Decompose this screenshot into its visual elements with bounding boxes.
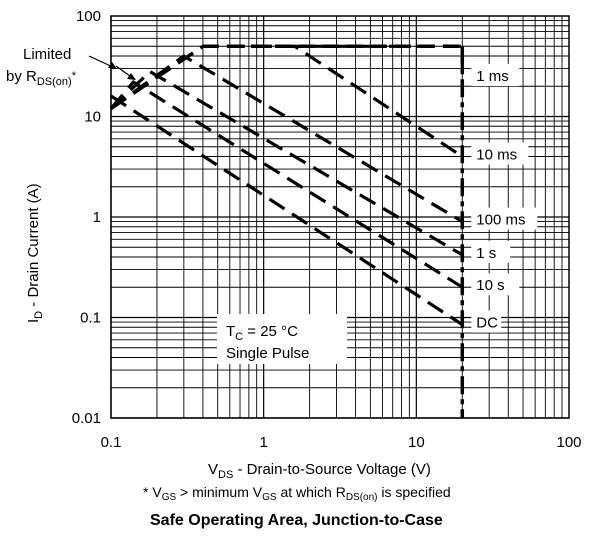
- x-tick-label: 10: [408, 434, 425, 451]
- conditions-line2: Single Pulse: [226, 345, 309, 362]
- x-tick-labels: 0.1 1 10 100: [101, 434, 582, 451]
- limited-annotation-line2: by RDS(on)*: [6, 68, 77, 88]
- series-label: DC: [476, 315, 498, 332]
- y-tick-label: 10: [84, 109, 101, 126]
- series-labels: 1 ms 10 ms 100 ms 1 s 10 s DC: [471, 64, 538, 333]
- y-tick-label: 0.01: [72, 410, 101, 427]
- x-tick-label: 1: [259, 434, 267, 451]
- series-line-DC: [110, 94, 464, 326]
- y-tick-labels: 0.01 0.1 1 10 100: [72, 8, 101, 427]
- plot-frame: [110, 15, 570, 419]
- series-label-bg: [471, 207, 538, 230]
- series-label-bg: [471, 310, 502, 333]
- y-tick-label: 100: [76, 8, 101, 25]
- series-label-bg: [471, 142, 529, 165]
- series-layer: [109, 44, 465, 418]
- series-label-bg: [471, 64, 520, 87]
- series-label: 1 s: [476, 245, 496, 262]
- conditions-line1: TC = 25 °C: [226, 323, 298, 343]
- y-tick-label: 0.1: [80, 310, 101, 327]
- footnote: * VGS > minimum VGS at which RDS(on) is …: [143, 484, 451, 503]
- limited-arrow-2-head: [127, 73, 136, 80]
- series-line-1-s: [109, 69, 464, 257]
- x-tick-label: 0.1: [101, 434, 122, 451]
- limited-arrow-1-head: [108, 62, 117, 69]
- y-axis-label: ID - Drain Current (A): [25, 183, 45, 323]
- series-label: 1 ms: [476, 68, 509, 85]
- series-label: 10 s: [476, 277, 504, 294]
- x-tick-label: 100: [556, 434, 581, 451]
- chart-title: Safe Operating Area, Junction-to-Case: [150, 512, 443, 529]
- limited-annotation-bg: [6, 40, 110, 88]
- series-label-bg: [471, 240, 511, 263]
- limited-annotation-line1: Limited: [23, 46, 71, 63]
- y-tick-label: 1: [93, 209, 101, 226]
- x-axis-label: VDS - Drain-to-Source Voltage (V): [208, 461, 431, 481]
- series-label-bg: [471, 273, 520, 296]
- series-label: 100 ms: [476, 212, 525, 229]
- series-label: 10 ms: [476, 146, 517, 163]
- conditions-annotation-bg: [217, 314, 347, 364]
- series-line-100-ms: [110, 54, 464, 223]
